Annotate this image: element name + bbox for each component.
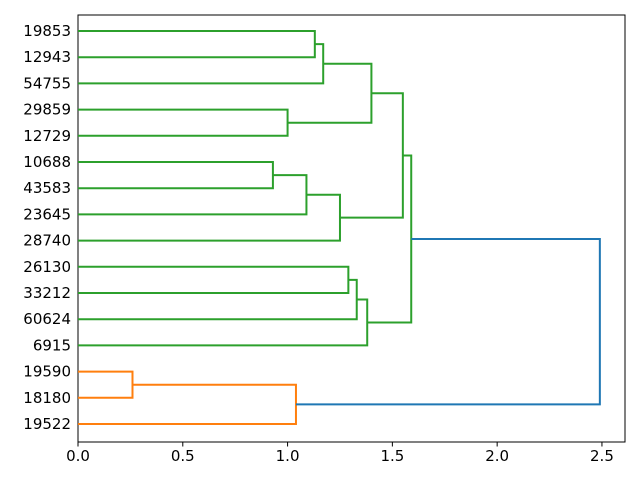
leaf-label: 43583 [23,179,71,197]
leaf-label: 60624 [23,310,71,328]
dendrogram-link-green [78,43,325,85]
leaf-label: 33212 [23,284,71,302]
leaf-label: 28740 [23,232,71,250]
x-tick-label: 0.0 [66,447,90,465]
axes-frame [77,14,626,443]
leaf-label: 29859 [23,101,71,119]
leaf-label: 18180 [23,389,71,407]
dendrogram-link-orange [78,370,134,399]
dendrogram-link-green [78,108,289,137]
x-tick-label: 2.5 [590,447,614,465]
x-tick-label: 0.5 [171,447,195,465]
dendrogram-link-green [78,265,350,294]
leaf-label: 12729 [23,127,71,145]
x-tick-label: 1.5 [380,447,404,465]
leaf-label: 19522 [23,415,71,433]
dendrogram-link-blue [295,237,601,406]
leaf-label: 23645 [23,205,71,223]
leaf-label: 19590 [23,363,71,381]
dendrogram-link-green [78,278,358,321]
dendrogram-link-green [78,298,369,347]
leaf-label: 6915 [33,336,71,354]
dendrogram-link-orange [78,383,297,425]
leaf-label: 19853 [23,22,71,40]
dendrogram-link-green [367,154,413,324]
dendrogram-link-green [78,161,274,190]
dendrogram-link-green [78,193,341,242]
dendrogram-link-green [287,62,373,124]
x-tick-label: 1.0 [276,447,300,465]
dendrogram-link-green [78,30,316,59]
leaf-label: 54755 [23,74,71,92]
x-tick-label: 2.0 [485,447,509,465]
leaf-label: 12943 [23,48,71,66]
leaf-label: 10688 [23,153,71,171]
leaf-label: 26130 [23,258,71,276]
